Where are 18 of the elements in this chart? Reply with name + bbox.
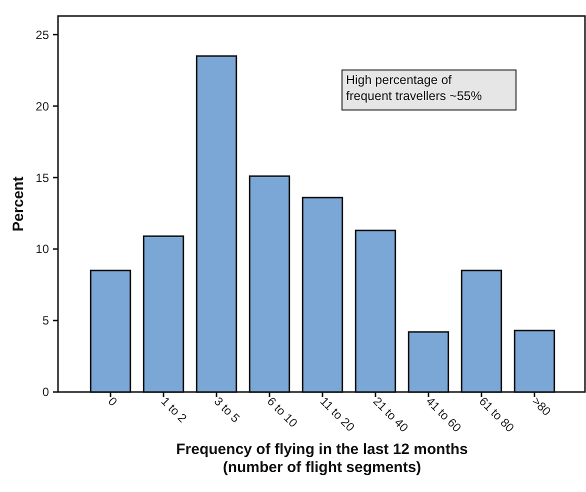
y-tick-label: 0 [42, 385, 50, 400]
y-axis-title: Percent [10, 176, 27, 232]
x-tick-label: 1 to 2 [158, 394, 190, 426]
y-tick-label: 25 [36, 28, 50, 42]
x-tick-label: >80 [529, 394, 554, 419]
y-tick-label: 5 [42, 314, 50, 328]
x-tick-label: 6 to 10 [264, 394, 300, 430]
y-tick-label: 10 [36, 242, 50, 256]
y-tick-label: 15 [36, 170, 50, 185]
x-tick-label: 21 to 40 [370, 394, 412, 436]
x-tick-label: 11 to 20 [317, 394, 358, 434]
x-tick-label: 61 to 80 [476, 394, 518, 436]
annotation: High percentage of frequent travellers ~55% [346, 73, 482, 103]
y-tick-label: 20 [36, 99, 50, 114]
x-tick-label: 3 to 5 [211, 394, 243, 426]
x-tick-label: 0 [105, 394, 120, 410]
x-axis-title: Frequency of flying in the last 12 months (number of flight segments) [176, 441, 468, 476]
x-tick-label: 41 to 60 [423, 394, 464, 436]
